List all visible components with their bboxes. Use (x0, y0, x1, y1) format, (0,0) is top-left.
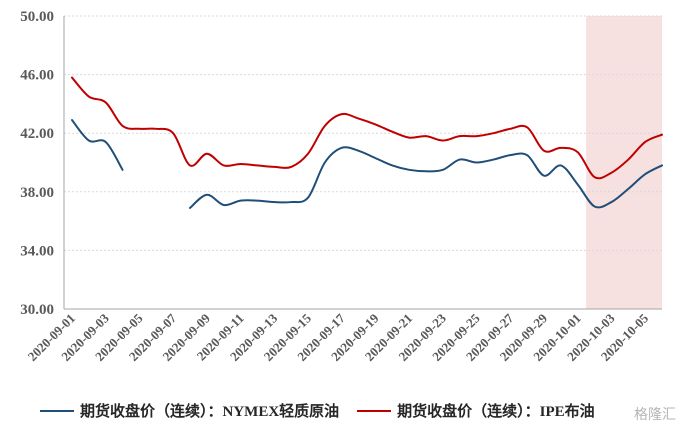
legend-swatch-ipe (357, 409, 392, 412)
series-line-ipe (71, 76, 663, 180)
y-tick-label: 46.00 (20, 68, 54, 84)
series-lines (71, 76, 663, 209)
series-line-nymex (189, 146, 663, 209)
y-tick-label: 42.00 (20, 126, 54, 142)
y-tick-label: 34.00 (20, 243, 54, 259)
axes (63, 16, 662, 310)
legend-item-ipe: 期货收盘价（连续）：IPE布油 (357, 400, 595, 421)
legend-label-ipe: 期货收盘价（连续）：IPE布油 (397, 404, 595, 420)
y-tick-label: 38.00 (20, 185, 54, 201)
legend-swatch-nymex (40, 409, 74, 412)
legend-item-nymex: 期货收盘价（连续）：NYMEX轻质原油 (40, 400, 339, 421)
legend-label-nymex: 期货收盘价（连续）：NYMEX轻质原油 (80, 404, 340, 420)
series-line-nymex (71, 119, 124, 171)
y-tick-label: 50.00 (20, 9, 54, 25)
watermark: 格隆汇 (634, 407, 676, 423)
grid-lines (64, 15, 662, 251)
x-tick-labels: 2020-09-012020-09-032020-09-052020-09-07… (25, 310, 652, 364)
y-tick-label: 30.00 (20, 302, 54, 318)
legend: 期货收盘价（连续）：NYMEX轻质原油 期货收盘价（连续）：IPE布油 (40, 400, 613, 421)
y-tick-labels: 30.00 34.00 38.00 42.00 46.00 50.00 (20, 9, 54, 318)
line-chart: 30.00 34.00 38.00 42.00 46.00 50.00 2020-09-0… (20, 9, 663, 364)
